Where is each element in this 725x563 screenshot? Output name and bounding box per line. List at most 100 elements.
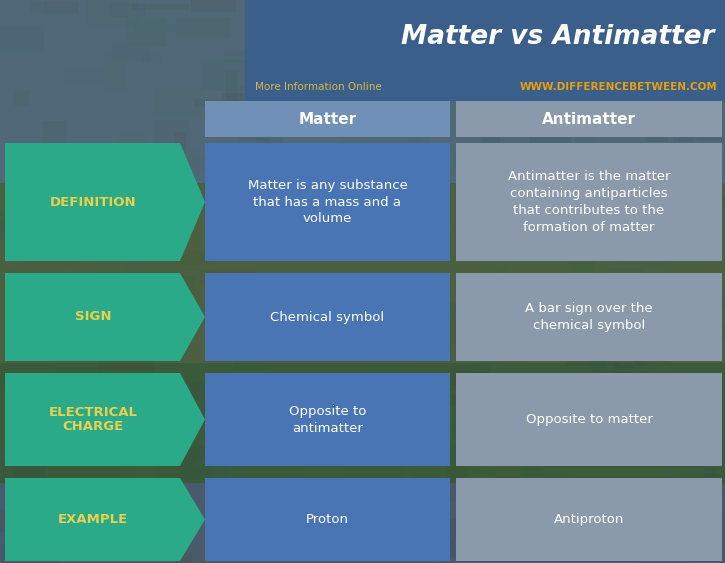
Bar <box>591 166 621 177</box>
Bar <box>183 301 194 315</box>
Text: Chemical symbol: Chemical symbol <box>270 311 384 324</box>
Bar <box>0 461 41 489</box>
Bar <box>353 153 368 163</box>
Text: Antimatter is the matter
containing antiparticles
that contributes to the
format: Antimatter is the matter containing anti… <box>507 170 670 234</box>
Bar <box>13 261 70 267</box>
Bar <box>414 343 447 367</box>
Bar <box>423 395 463 406</box>
Bar <box>357 220 394 234</box>
Bar <box>53 202 99 208</box>
Bar <box>302 456 352 485</box>
Text: Antiproton: Antiproton <box>554 513 624 526</box>
Bar <box>304 441 342 476</box>
Bar <box>482 137 504 155</box>
Bar <box>86 0 138 28</box>
Bar <box>229 239 244 257</box>
Bar <box>572 373 626 392</box>
Bar <box>456 101 722 137</box>
Bar <box>0 211 28 241</box>
Bar <box>24 239 83 263</box>
Bar <box>474 364 531 370</box>
Bar <box>176 17 231 38</box>
Bar <box>594 369 620 382</box>
Bar <box>569 246 595 272</box>
Bar <box>234 342 262 355</box>
Bar <box>174 552 192 563</box>
Bar <box>105 52 126 92</box>
Bar <box>542 552 558 558</box>
Text: WWW.DIFFERENCEBETWEEN.COM: WWW.DIFFERENCEBETWEEN.COM <box>519 82 717 92</box>
Bar <box>286 344 322 351</box>
Bar <box>686 326 725 339</box>
Bar <box>634 328 671 365</box>
Text: SIGN: SIGN <box>75 311 111 324</box>
Bar <box>398 538 453 551</box>
Bar <box>621 233 666 266</box>
Bar <box>30 1 78 14</box>
Bar <box>696 247 722 253</box>
Bar <box>635 482 661 499</box>
Bar <box>265 312 312 326</box>
Bar <box>580 333 624 346</box>
Bar <box>238 488 281 511</box>
Bar <box>0 440 14 477</box>
Bar <box>43 120 67 157</box>
Bar <box>560 88 613 126</box>
Bar <box>666 141 678 173</box>
Bar <box>542 491 589 515</box>
Bar <box>223 93 245 122</box>
Bar <box>137 415 160 427</box>
Bar <box>374 113 431 148</box>
Bar <box>170 275 195 291</box>
Bar <box>245 396 299 409</box>
Bar <box>451 19 466 57</box>
Text: A bar sign over the
chemical symbol: A bar sign over the chemical symbol <box>525 302 652 332</box>
Bar <box>618 438 633 444</box>
Bar <box>238 339 252 364</box>
Bar <box>17 275 57 292</box>
Bar <box>705 449 716 480</box>
Bar <box>612 364 633 395</box>
Bar <box>459 502 502 517</box>
Bar <box>235 282 262 310</box>
Bar <box>437 46 455 54</box>
Bar <box>472 75 526 109</box>
Bar <box>86 279 109 302</box>
Bar <box>692 148 712 178</box>
Bar <box>515 434 564 461</box>
Bar <box>503 414 529 445</box>
Bar <box>494 1 510 9</box>
Bar <box>0 183 725 363</box>
Bar <box>456 273 722 361</box>
Bar <box>645 114 668 142</box>
Bar <box>270 301 293 319</box>
Bar <box>371 65 418 88</box>
Bar <box>290 35 318 61</box>
Bar <box>225 70 237 104</box>
Bar <box>552 348 566 356</box>
Bar <box>14 455 46 486</box>
Bar <box>41 212 100 222</box>
Bar <box>529 496 566 514</box>
Bar <box>384 505 415 523</box>
Bar <box>220 432 249 439</box>
Bar <box>174 251 215 265</box>
Bar <box>672 458 716 470</box>
Bar <box>332 178 370 204</box>
Bar <box>223 254 258 261</box>
Bar <box>406 39 465 70</box>
Bar <box>268 300 308 323</box>
Bar <box>195 459 210 468</box>
Bar <box>75 281 135 294</box>
Bar <box>433 142 492 166</box>
Bar <box>450 365 492 391</box>
Bar <box>162 180 173 189</box>
Bar <box>156 150 210 173</box>
Bar <box>0 220 21 233</box>
Bar <box>279 108 297 120</box>
Text: Proton: Proton <box>306 513 349 526</box>
Bar <box>194 99 252 108</box>
Bar <box>634 202 671 222</box>
Bar <box>234 350 265 380</box>
Bar <box>225 70 242 100</box>
